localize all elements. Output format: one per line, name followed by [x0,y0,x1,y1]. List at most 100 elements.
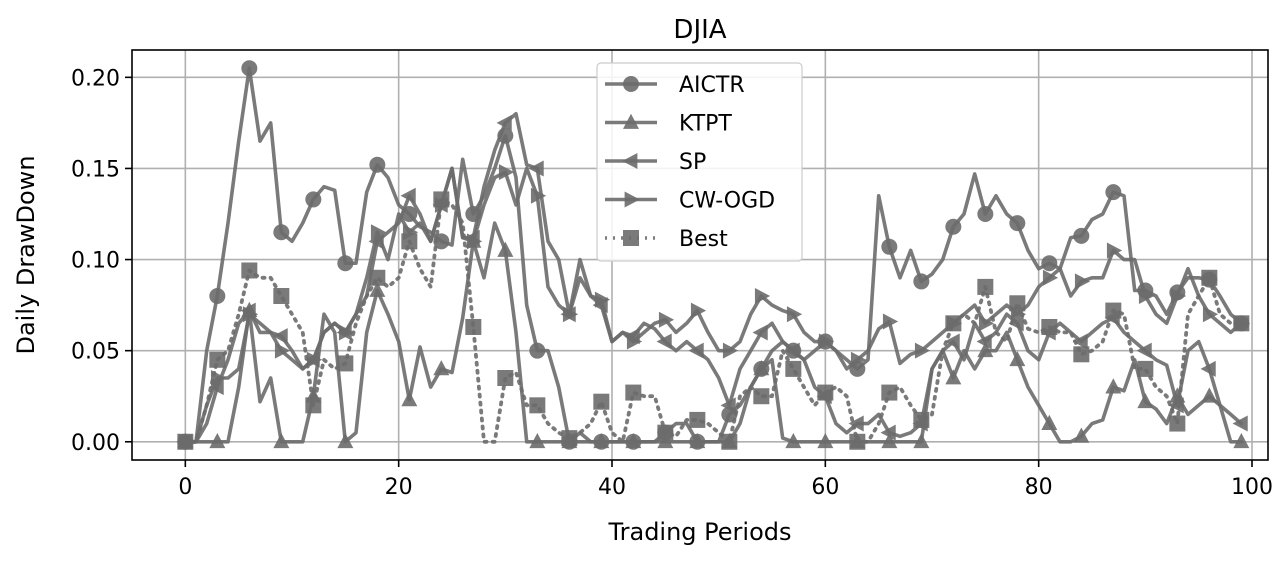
data-point-best [1137,360,1154,377]
y-axis-label: Daily DrawDown [12,155,40,354]
data-point-aictr [241,60,258,77]
x-tick-label: 20 [385,475,413,500]
data-point-best [721,433,738,450]
data-point-best [465,318,482,335]
data-point-sp [656,333,672,350]
series-line-cw-ogd [183,166,1244,444]
data-point-ktpt [881,432,898,449]
data-point-sp [1008,315,1024,332]
data-point-best [209,351,226,368]
data-point-aictr [1105,184,1122,201]
legend-box [596,62,803,262]
data-point-cw-ogd [754,288,771,304]
data-point-best [1201,269,1218,286]
x-tick-label: 0 [178,475,192,500]
data-point-sp [976,333,992,350]
data-point-aictr [913,273,930,290]
data-point-ktpt [977,341,994,358]
data-point-sp [528,160,544,177]
data-point-aictr [529,342,546,359]
data-point-sp [720,397,736,414]
data-point-sp [688,342,704,359]
data-point-aictr [945,218,962,235]
data-point-best [1233,315,1250,332]
legend-label-sp: SP [679,150,706,175]
data-point-ktpt [1233,432,1250,449]
y-tick-label: 0.15 [71,157,120,182]
data-point-best [753,388,770,405]
data-point-cw-ogd [242,306,259,323]
data-point-ktpt [209,432,226,449]
data-point-ktpt [1201,387,1218,403]
y-tick-label: 0.20 [71,66,120,91]
x-tick-label: 40 [598,475,626,500]
series-group [176,60,1251,450]
data-point-sp [1136,342,1152,359]
data-point-ktpt [945,369,962,385]
data-point-sp [272,328,288,345]
data-point-ktpt [817,432,834,449]
data-point-best [657,424,674,441]
data-point-sp [496,114,512,131]
x-tick-label: 80 [1025,475,1053,500]
data-point-best [1009,295,1026,312]
data-point-cw-ogd [1042,269,1059,286]
data-point-cw-ogd [818,333,835,350]
data-point-cw-ogd [1202,306,1219,323]
data-point-aictr [305,191,322,208]
data-point-best [817,384,834,401]
x-tick-label: 100 [1231,475,1273,500]
data-point-best [273,288,290,304]
data-point-best [593,393,610,410]
data-point-ktpt [593,432,610,449]
data-point-cw-ogd [274,342,291,359]
legend-label-cw-ogd: CW-OGD [679,189,775,214]
legend-marker-best [623,230,639,246]
data-point-cw-ogd [370,224,387,241]
data-point-sp [208,379,224,396]
data-point-aictr [1041,255,1058,272]
data-point-cw-ogd [1074,273,1091,290]
data-point-cw-ogd [626,333,643,350]
plot-frame [131,49,1269,461]
data-point-ktpt [753,360,770,376]
data-point-cw-ogd [978,315,995,332]
data-point-cw-ogd [338,324,355,341]
data-point-best [689,411,706,428]
y-tick-label: 0.05 [71,340,120,365]
data-point-ktpt [913,432,930,449]
data-point-sp [1168,397,1184,414]
data-point-best [785,360,802,377]
data-point-cw-ogd [658,311,675,328]
data-point-cw-ogd [786,306,803,323]
data-point-sp [880,424,896,441]
data-point-ktpt [1009,350,1026,367]
legend-marker-ktpt [623,113,639,129]
series-line-ktpt [183,221,1244,444]
data-point-cw-ogd [530,187,547,204]
data-point-best [1041,318,1058,335]
data-point-best [913,411,930,428]
data-point-ktpt [529,432,546,449]
data-point-best [1105,302,1122,319]
data-point-cw-ogd [690,302,707,319]
series-line-best [183,197,1244,444]
data-point-aictr [433,233,450,250]
data-point-best [177,433,194,450]
data-point-ktpt [625,432,642,449]
data-point-best [881,384,898,401]
data-point-best [849,433,866,450]
data-point-ktpt [497,241,514,257]
data-point-cw-ogd [722,342,739,359]
series-best [177,191,1250,450]
data-point-cw-ogd [850,351,867,368]
data-point-best [497,370,514,386]
data-point-best [369,269,386,286]
data-point-sp [1072,333,1088,350]
y-tick-label: 0.10 [71,249,120,274]
x-axis-label: Trading Periods [607,518,791,546]
data-point-sp [848,415,864,432]
data-point-best [625,384,642,401]
axis-ticks: 0 20 40 60 80 100 0.00 0.05 0.10 0.15 0.20 [71,66,1273,500]
data-point-aictr [337,255,354,272]
